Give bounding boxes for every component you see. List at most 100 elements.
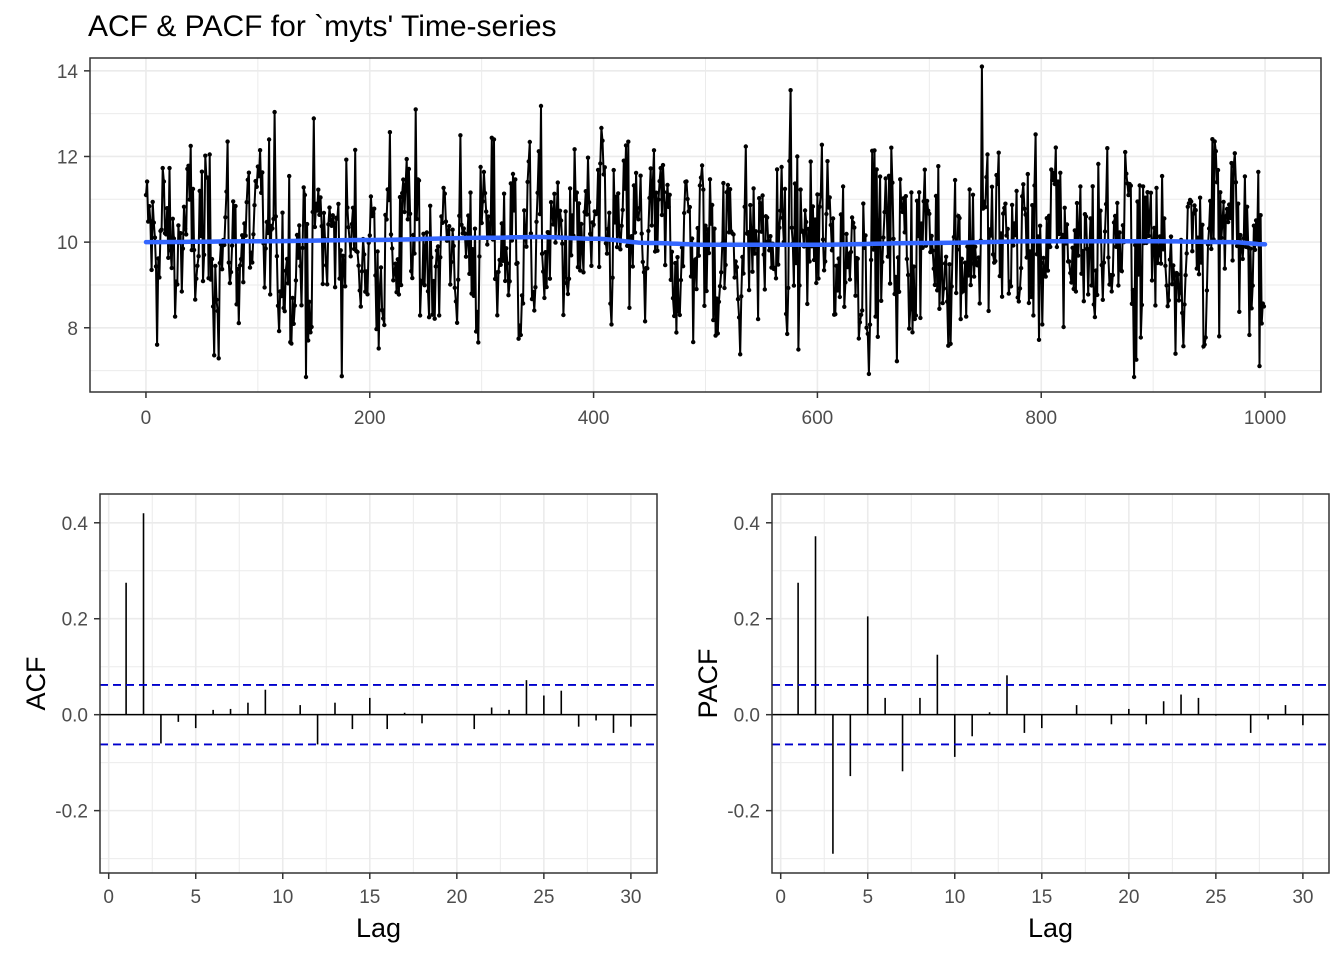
ts-data-point [979, 64, 985, 69]
ts-data-point [619, 223, 624, 228]
ts-data-point [947, 262, 952, 267]
ts-data-point [816, 276, 821, 281]
ts-data-point [745, 230, 751, 235]
ts-data-point [1139, 302, 1145, 308]
ts-data-point [616, 191, 621, 196]
ts-data-point [518, 332, 523, 338]
ts-data-point [1224, 206, 1230, 212]
ts-data-point [1194, 266, 1200, 271]
ts-data-point [625, 243, 630, 248]
ts-data-point [842, 304, 847, 309]
ts-data-point [810, 204, 816, 209]
ts-data-point [1147, 211, 1153, 217]
ts-data-point [695, 225, 700, 231]
ts-data-point [570, 213, 575, 218]
ts-data-point [986, 308, 991, 314]
ts-data-point [306, 338, 311, 343]
ts-data-point [144, 179, 150, 184]
ts-data-point [1236, 201, 1241, 206]
ts-data-point [1046, 213, 1052, 218]
ts-data-point [1050, 177, 1055, 183]
ts-data-point [732, 275, 737, 280]
ts-data-point [967, 187, 972, 192]
ts-data-point [561, 312, 566, 318]
ts-data-point [372, 206, 377, 211]
ts-data-point [871, 247, 876, 252]
ts-data-point [827, 195, 832, 200]
ts-data-point [957, 215, 962, 221]
ts-data-point [179, 289, 184, 294]
ts-data-point [712, 226, 717, 231]
ts-data-point [542, 295, 547, 301]
ts-data-point [405, 217, 410, 222]
ts-data-point [908, 307, 913, 312]
ts-data-point [793, 260, 799, 266]
ts-data-point [741, 271, 746, 276]
ts-data-point [459, 222, 464, 227]
ts-data-point [633, 170, 639, 176]
ts-data-point [918, 315, 923, 321]
ts-data-point [748, 202, 753, 208]
ts-data-point [813, 217, 818, 222]
ts-data-point [970, 192, 976, 197]
ts-data-point [1030, 203, 1035, 208]
ts-data-point [834, 263, 839, 268]
ts-data-point [1091, 302, 1097, 307]
ts-data-point [431, 278, 436, 284]
ts-data-point [788, 88, 793, 93]
ts-data-point [304, 221, 310, 227]
ts-data-point [1136, 272, 1141, 277]
ts-data-point [214, 297, 219, 302]
ts-data-point [1135, 199, 1140, 204]
ts-data-point [442, 191, 447, 196]
ts-data-point [1033, 132, 1038, 137]
ts-data-point [856, 336, 861, 341]
ts-data-point [219, 267, 225, 272]
ts-data-point [311, 116, 316, 121]
ts-data-point [1171, 263, 1176, 268]
ts-data-point [691, 339, 696, 345]
ts-data-point [1128, 183, 1134, 188]
ts-x-tick-label: 400 [578, 408, 610, 429]
ts-data-point [645, 266, 650, 271]
ts-data-point [758, 201, 763, 206]
ts-data-point [1206, 226, 1212, 231]
ts-data-point [201, 252, 207, 257]
ts-data-point [819, 142, 825, 147]
ts-data-point [707, 177, 713, 182]
ts-data-point [216, 356, 221, 361]
ts-data-point [631, 183, 637, 188]
ts-data-point [513, 177, 518, 182]
ts-data-point [820, 237, 826, 242]
ts-data-point [1098, 208, 1103, 213]
ts-data-point [423, 244, 428, 249]
ts-data-point [650, 178, 656, 183]
ts-data-point [772, 265, 778, 271]
ts-data-point [1054, 244, 1060, 250]
ts-data-point [783, 311, 789, 317]
ts-data-point [903, 194, 908, 199]
ts-data-point [795, 154, 800, 159]
ts-data-point [496, 269, 501, 275]
ts-data-point [949, 284, 954, 289]
ts-data-point [1076, 253, 1081, 258]
ts-data-point [739, 294, 744, 299]
ts-data-point [805, 301, 810, 307]
ts-data-point [392, 269, 397, 275]
ts-data-point [159, 227, 164, 232]
ts-data-point [254, 184, 259, 189]
ts-data-point [637, 205, 642, 211]
ts-data-point [1157, 234, 1163, 239]
ts-data-point [620, 207, 625, 213]
ts-data-point [922, 167, 927, 172]
ts-data-point [988, 233, 994, 238]
ts-data-point [231, 199, 236, 204]
ts-data-point [519, 293, 525, 298]
ts-data-point [740, 254, 745, 260]
ts-data-point [880, 259, 885, 265]
pacf-x-tick-label: 20 [1118, 887, 1139, 908]
ts-data-point [621, 158, 626, 163]
ts-data-point [1130, 287, 1136, 293]
ts-data-point [844, 231, 849, 237]
ts-data-point [584, 212, 590, 217]
